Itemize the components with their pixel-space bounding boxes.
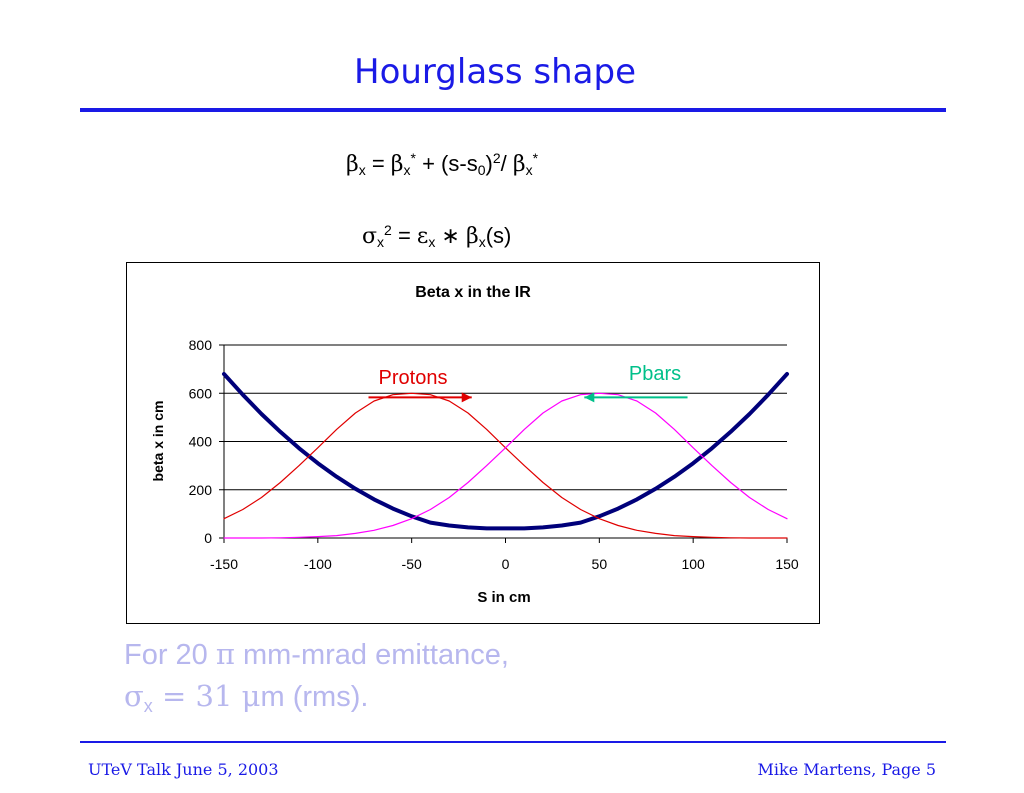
x-tick-label: 50 — [592, 556, 608, 572]
emittance-note: For 20 π mm-mrad emittance, — [124, 637, 509, 671]
protons_arrow-head — [461, 392, 472, 403]
chart-svg: Beta x in the IR beta x in cm S in cm Pr… — [150, 284, 799, 606]
x-tick-label: 100 — [681, 556, 705, 572]
pbars-series-line — [223, 392, 788, 539]
pbars-label: Pbars — [629, 363, 681, 385]
y-tick-label: 0 — [204, 530, 212, 546]
x-tick-label: 150 — [775, 556, 799, 572]
x-axis-label: S in cm — [477, 589, 530, 606]
chart-title: Beta x in the IR — [415, 284, 531, 301]
x-tick-label: 0 — [502, 556, 510, 572]
title-rule — [80, 108, 946, 112]
beta-formula: βx = βx* + (s-s0)2/ βx* — [346, 150, 539, 178]
protons-series-line — [223, 392, 788, 539]
x-tick-label: -150 — [210, 556, 238, 572]
x-tick-label: -100 — [304, 556, 332, 572]
beta-series-line — [222, 372, 789, 531]
y-tick-label: 800 — [189, 337, 213, 353]
y-tick-label: 200 — [189, 482, 213, 498]
footer-rule — [80, 741, 946, 743]
slide-title: Hourglass shape — [354, 52, 636, 92]
footer-left: UTeV Talk June 5, 2003 — [88, 760, 279, 779]
y-tick-label: 600 — [189, 385, 213, 401]
beta-chart: Beta x in the IR beta x in cm S in cm Pr… — [126, 262, 820, 624]
protons-label: Protons — [379, 367, 448, 389]
y-tick-label: 400 — [189, 434, 213, 450]
pbars_arrow-head — [584, 392, 595, 403]
sigma-note: σx = 31 μm (rms). — [124, 679, 369, 716]
y-axis-label: beta x in cm — [150, 401, 166, 482]
sigma-formula: σx2 = εx ∗ βx(s) — [362, 222, 512, 250]
footer-right: Mike Martens, Page 5 — [757, 760, 936, 779]
x-tick-label: -50 — [402, 556, 422, 572]
